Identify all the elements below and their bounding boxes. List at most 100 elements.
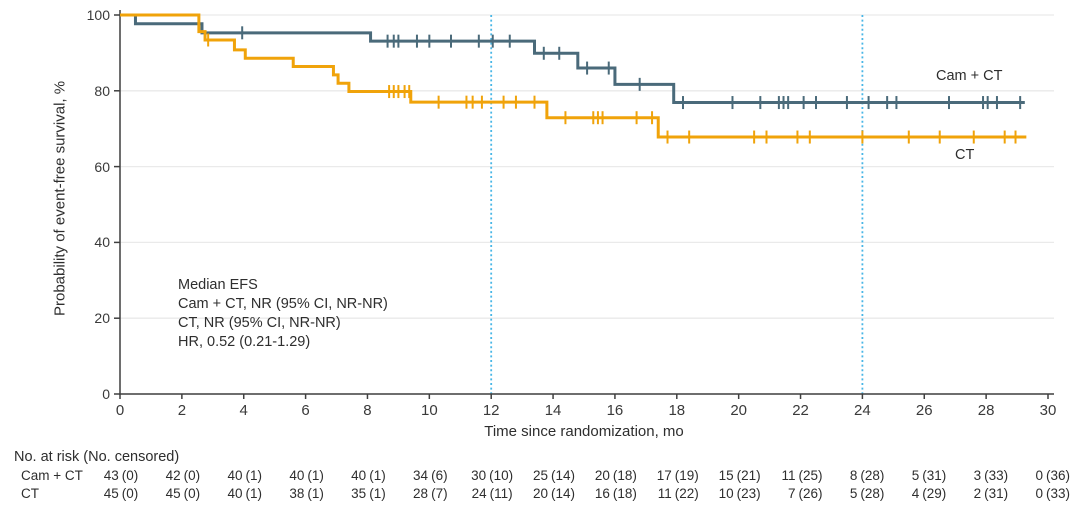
annotation-line-ct: CT, NR (95% CI, NR-NR) (178, 315, 341, 331)
y-tick-label-100: 100 (86, 7, 110, 23)
x-tick-label-22: 22 (792, 402, 809, 419)
censored-count: (0) (183, 486, 201, 501)
risk-cell: 45 (0) (89, 486, 151, 502)
risk-cell: 40 (1) (213, 486, 275, 502)
censored-count: (33) (1045, 486, 1070, 501)
risk-cell: 28 (7) (398, 486, 460, 502)
risk-count: 7 (788, 486, 796, 501)
km-curve-cam-ct (120, 13, 1025, 105)
km-curve-ct (120, 13, 1027, 139)
censored-count: (14) (551, 486, 576, 501)
censored-count: (31) (984, 486, 1009, 501)
censored-count: (25) (798, 468, 823, 483)
risk-count: 0 (1035, 486, 1043, 501)
annotation-line-camct: Cam + CT, NR (95% CI, NR-NR) (178, 296, 388, 312)
censored-count: (31) (922, 468, 947, 483)
censored-count: (19) (674, 468, 699, 483)
x-tick-label-6: 6 (301, 402, 310, 419)
censored-count: (21) (736, 468, 761, 483)
risk-cell: 16 (18) (584, 486, 646, 502)
censored-count: (1) (369, 486, 386, 501)
risk-cell: 40 (1) (213, 468, 275, 484)
risk-count: 15 (718, 468, 734, 483)
median-efs-annotation: Median EFS Cam + CT, NR (95% CI, NR-NR) … (178, 276, 388, 352)
censored-count: (28) (860, 468, 885, 483)
censored-count: (18) (612, 468, 637, 483)
risk-cell: 5 (28) (831, 486, 893, 502)
risk-cell: 38 (1) (275, 486, 337, 502)
censored-count: (1) (307, 486, 324, 501)
risk-count: 28 (413, 486, 429, 501)
risk-cell: 2 (31) (955, 486, 1017, 502)
risk-count: 11 (781, 468, 796, 483)
censored-count: (14) (551, 468, 576, 483)
risk-count: 10 (718, 486, 734, 501)
risk-cell: 8 (28) (831, 468, 893, 484)
censored-count: (7) (431, 486, 448, 501)
risk-cell: 35 (1) (336, 486, 398, 502)
risk-count: 5 (911, 468, 920, 483)
censored-count: (1) (245, 468, 262, 483)
risk-count: 11 (657, 486, 672, 501)
x-tick-label-2: 2 (177, 402, 187, 419)
y-tick-label-80: 80 (94, 82, 110, 99)
y-axis-title: Probability of event-free survival, % (51, 80, 69, 316)
censored-count: (33) (984, 468, 1009, 483)
risk-count: 35 (351, 486, 367, 501)
risk-count: 42 (165, 468, 181, 483)
risk-count: 16 (594, 486, 610, 501)
risk-cell: 4 (29) (893, 486, 955, 502)
x-tick-label-18: 18 (668, 402, 686, 419)
risk-row-label-cam-ct: Cam + CT (21, 468, 83, 483)
x-tick-label-28: 28 (977, 402, 995, 419)
censored-count: (23) (736, 486, 761, 501)
risk-count: 5 (849, 486, 858, 501)
x-tick-label-4: 4 (239, 402, 248, 419)
risk-table-header: No. at risk (No. censored) (14, 449, 180, 465)
risk-cell: 42 (0) (151, 468, 213, 484)
series-label-camct: Cam + CT (936, 68, 1003, 84)
annotation-line-median: Median EFS (178, 277, 258, 293)
risk-count: 43 (103, 468, 119, 483)
risk-count: 38 (289, 486, 305, 501)
series-label-ct: CT (955, 147, 975, 163)
censored-count: (1) (369, 468, 386, 483)
censored-count: (0) (121, 486, 139, 501)
risk-row-label-ct: CT (21, 486, 39, 501)
x-tick-label-24: 24 (854, 402, 871, 419)
risk-count: 40 (351, 468, 367, 483)
x-tick-label-30: 30 (1039, 402, 1057, 419)
annotation-line-hr: HR, 0.52 (0.21-1.29) (178, 334, 311, 350)
risk-cell: 45 (0) (151, 486, 213, 502)
risk-cell: 11 (25) (770, 468, 832, 484)
censored-count: (26) (798, 486, 823, 501)
risk-cell: 40 (1) (336, 468, 398, 484)
x-tick-label-0: 0 (115, 402, 125, 419)
censored-count: (29) (922, 486, 947, 501)
censored-count: (18) (612, 486, 637, 501)
censored-count: (10) (489, 468, 514, 483)
risk-count: 34 (413, 468, 429, 483)
x-tick-label-8: 8 (363, 402, 372, 419)
risk-cell: 20 (18) (584, 468, 646, 484)
x-tick-label-12: 12 (482, 402, 500, 419)
risk-count: 4 (911, 486, 920, 501)
censored-count: (0) (183, 468, 201, 483)
risk-count: 25 (533, 468, 549, 483)
censored-count: (1) (245, 486, 262, 501)
risk-cell: 25 (14) (522, 468, 584, 484)
risk-cell: 7 (26) (770, 486, 832, 502)
risk-count: 40 (227, 468, 243, 483)
x-tick-label-14: 14 (544, 402, 562, 419)
risk-cell: 40 (1) (275, 468, 337, 484)
risk-cell: 15 (21) (708, 468, 770, 484)
x-tick-label-26: 26 (915, 402, 933, 419)
risk-cell: 0 (36) (1017, 468, 1079, 484)
x-tick-label-20: 20 (730, 402, 747, 419)
risk-cell: 17 (19) (646, 468, 708, 484)
risk-cell: 11 (22) (646, 486, 708, 502)
risk-count: 8 (849, 468, 858, 483)
censored-count: (0) (121, 468, 139, 483)
